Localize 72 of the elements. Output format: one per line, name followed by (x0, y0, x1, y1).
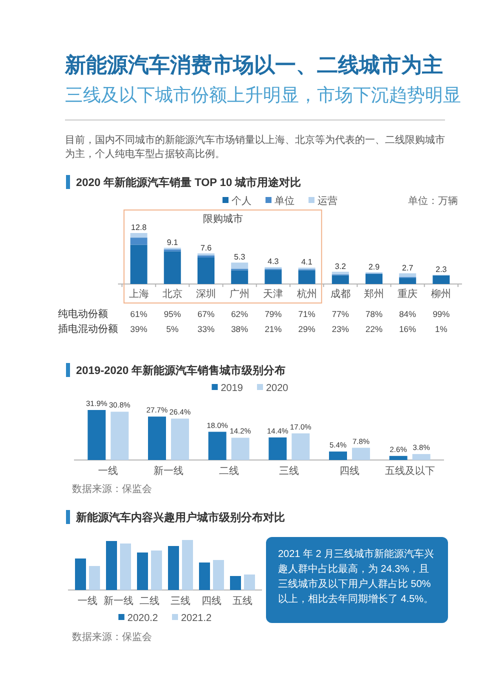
text: 67% (197, 309, 215, 319)
x-tick-label: 五线及以下 (384, 465, 435, 477)
text: 三线及以下城市份额上升明显，市场下沉趋势明显 (65, 85, 461, 105)
text: 71% (298, 309, 316, 319)
text: 插电混动份额 (58, 323, 118, 335)
text: 23% (332, 324, 350, 334)
x-tick-label: 新一线 (104, 595, 134, 607)
x-tick-label: 广州 (230, 288, 250, 300)
annotation: 12.8 (131, 223, 148, 232)
text: 33% (197, 324, 215, 334)
x-tick-label: 北京 (162, 288, 182, 300)
x-tick-label: 五线 (232, 595, 252, 607)
text: 1% (435, 324, 448, 334)
x-tick-label: 四线 (340, 465, 360, 477)
x-tick-label: 四线 (202, 595, 222, 607)
x-tick-label: 新一线 (154, 465, 184, 477)
source-note: 数据来源：保监会 (72, 631, 152, 643)
x-tick-label: 郑州 (364, 288, 384, 300)
legend-label: 2020 (266, 383, 289, 394)
y-axis-title: 单位：万辆 (408, 195, 458, 207)
text: 目前，国内不同城市的新能源汽车市场销量以上海、北京等为代表的一、二线限购城市为主，个人纯电车型占据较高比例。 (65, 134, 445, 160)
text: 16% (399, 324, 417, 334)
annotation: 5.3 (234, 252, 246, 262)
chart-title: 2020 年新能源汽车销量 TOP 10 城市用途对比 (76, 176, 302, 189)
text: 79% (264, 309, 282, 319)
annotation: 7.6 (200, 243, 212, 252)
annotation: 4.3 (268, 257, 280, 266)
annotation: 2.9 (368, 262, 380, 272)
text: 62% (231, 309, 249, 319)
text: 21% (264, 324, 282, 334)
text: 新能源汽车消费市场以一、二线城市为主 (64, 53, 443, 77)
text: 5% (166, 324, 179, 334)
annotation: 9.1 (166, 238, 179, 247)
x-tick-label: 三线 (279, 465, 300, 477)
text: 22% (365, 324, 383, 334)
x-tick-label: 杭州 (296, 288, 317, 300)
text: 84% (399, 309, 417, 319)
annotation: 3.2 (334, 262, 347, 271)
x-tick-label: 一线 (98, 465, 118, 477)
legend-label: 2021.2 (181, 613, 212, 624)
chart-title: 2019-2020 年新能源汽车销售城市级别分布 (76, 364, 286, 377)
text: 95% (164, 309, 182, 319)
text: 99% (432, 309, 450, 319)
text: 39% (130, 324, 148, 334)
text: 61% (130, 309, 148, 319)
x-tick-label: 成都 (330, 288, 350, 300)
source-note: 数据来源：保监会 (72, 483, 152, 495)
text: 78% (365, 309, 383, 319)
x-tick-label: 上海 (128, 288, 149, 300)
x-tick-label: 二线 (140, 595, 160, 607)
x-tick-label: 天津 (263, 288, 284, 300)
x-tick-label: 一线 (78, 595, 98, 607)
annotation: 2.7 (402, 263, 414, 272)
legend-label: 运营 (318, 195, 338, 207)
text: 2021 年 2 月三线城市新能源汽车兴趣人群中占比最高，为 24.3%，且三线城市及以下用户人群占比 50% 以上，相比去年同期增长了 4.5%。 (278, 548, 434, 605)
text: 29% (298, 324, 316, 334)
text: 限购城市 (202, 213, 243, 225)
annotation: 4.1 (301, 258, 313, 267)
x-tick-label: 二线 (218, 465, 239, 477)
legend-label: 个人 (232, 195, 252, 207)
text: 38% (231, 324, 249, 334)
chart-title: 新能源汽车内容兴趣用户城市级别分布对比 (75, 511, 285, 524)
legend-label: 2019 (220, 383, 244, 394)
x-tick-label: 重庆 (398, 288, 418, 300)
x-tick-label: 深圳 (196, 288, 216, 300)
legend-label: 单位 (274, 195, 294, 207)
text: 纯电动份额 (58, 308, 108, 320)
legend-label: 2020.2 (127, 613, 158, 624)
x-tick-label: 三线 (170, 595, 190, 607)
annotation: 2.3 (436, 264, 448, 274)
text: 77% (332, 309, 350, 319)
x-tick-label: 柳州 (431, 288, 452, 300)
